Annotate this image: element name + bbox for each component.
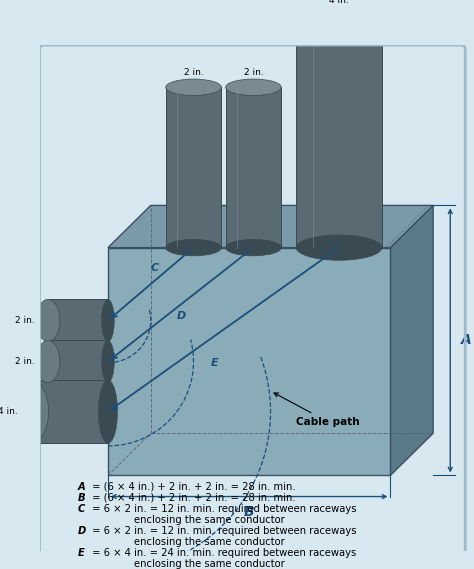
Ellipse shape xyxy=(166,79,221,96)
Text: 2 in.: 2 in. xyxy=(244,68,264,77)
Text: 2 in.: 2 in. xyxy=(183,68,203,77)
Text: = 6 × 2 in. = 12 in. min. required between raceways: = 6 × 2 in. = 12 in. min. required betwe… xyxy=(89,504,356,514)
Text: A: A xyxy=(78,482,86,492)
Text: D: D xyxy=(176,311,186,321)
Text: B: B xyxy=(78,493,86,503)
Bar xyxy=(48,340,108,382)
Bar xyxy=(226,87,281,248)
Ellipse shape xyxy=(98,380,118,443)
Polygon shape xyxy=(108,248,391,476)
Text: Cable path: Cable path xyxy=(274,393,360,427)
Text: 4 in.: 4 in. xyxy=(329,0,349,5)
Text: enclosing the same conductor: enclosing the same conductor xyxy=(134,559,284,568)
Bar xyxy=(31,380,108,443)
Ellipse shape xyxy=(101,340,114,382)
Text: = (6 × 4 in.) + 2 in. + 2 in. = 28 in. min.: = (6 × 4 in.) + 2 in. + 2 in. = 28 in. m… xyxy=(89,493,295,503)
Text: enclosing the same conductor: enclosing the same conductor xyxy=(134,537,284,547)
Ellipse shape xyxy=(296,235,382,260)
Ellipse shape xyxy=(36,340,60,382)
Text: enclosing the same conductor: enclosing the same conductor xyxy=(134,515,284,525)
Bar xyxy=(166,87,221,248)
Ellipse shape xyxy=(296,3,382,28)
Ellipse shape xyxy=(13,380,49,443)
Polygon shape xyxy=(391,205,433,476)
Ellipse shape xyxy=(36,299,60,341)
Text: = (6 × 4 in.) + 2 in. + 2 in. = 28 in. min.: = (6 × 4 in.) + 2 in. + 2 in. = 28 in. m… xyxy=(89,482,295,492)
Text: E: E xyxy=(78,547,85,558)
Ellipse shape xyxy=(101,299,114,341)
Text: C: C xyxy=(78,504,85,514)
Ellipse shape xyxy=(166,240,221,256)
Text: A: A xyxy=(461,333,472,348)
Bar xyxy=(296,15,382,248)
Polygon shape xyxy=(108,205,433,248)
Text: 2 in.: 2 in. xyxy=(16,316,35,325)
Text: = 6 × 2 in. = 12 in. min. required between raceways: = 6 × 2 in. = 12 in. min. required betwe… xyxy=(89,526,356,535)
Ellipse shape xyxy=(226,240,281,256)
Ellipse shape xyxy=(226,79,281,96)
Text: = 6 × 4 in. = 24 in. min. required between raceways: = 6 × 4 in. = 24 in. min. required betwe… xyxy=(89,547,356,558)
Text: D: D xyxy=(78,526,86,535)
Text: 2 in.: 2 in. xyxy=(16,357,35,366)
Text: 4 in.: 4 in. xyxy=(0,407,18,416)
Text: B: B xyxy=(244,505,255,519)
Text: C: C xyxy=(151,263,159,273)
Text: E: E xyxy=(210,358,219,368)
Bar xyxy=(48,299,108,341)
